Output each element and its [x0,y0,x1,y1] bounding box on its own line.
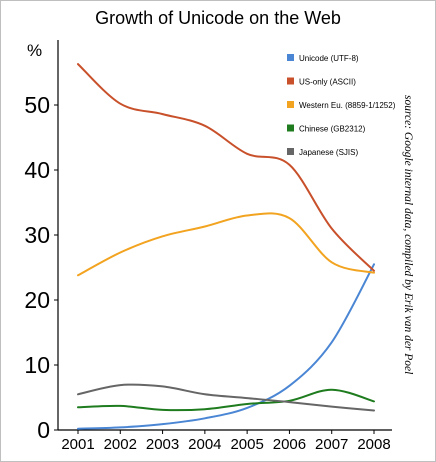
legend-label: Chinese (GB2312) [299,125,366,134]
legend: Unicode (UTF-8) US-only (ASCII) Western Eu… [287,54,396,157]
legend-label: US-only (ASCII) [299,78,356,87]
series-line-japanese-sjis [77,383,375,412]
series-line-chinese-gb2312 [77,388,375,412]
series-line-unicode-utf8 [77,263,375,430]
series-line-us-only-ascii [77,63,375,272]
x-tick-label: 2005 [230,436,263,453]
chart-title: Growth of Unicode on the Web [95,8,341,28]
x-tick-label: 2004 [188,436,221,453]
x-tick-label: 2001 [61,436,94,453]
y-tick-label: 10 [24,352,50,378]
y-tick-label: 0 [37,417,50,443]
legend-label: Western Eu. (8859-1/1252) [299,101,396,110]
x-tick-label: 2002 [104,436,137,453]
legend-swatch [287,148,294,155]
source-note: source: Google internal data, compiled b… [402,95,414,374]
series-line-western-eu [77,212,375,277]
y-axis-ticks: 0 10 20 30 40 50 [24,92,58,443]
series-lines [77,63,375,430]
legend-swatch [287,77,294,85]
y-tick-label: 50 [24,92,50,118]
x-tick-label: 2007 [315,436,348,453]
y-tick-label: 30 [24,222,50,248]
legend-swatch [287,124,294,132]
x-axis-ticks: 2001 2002 2003 2004 2005 2006 2007 2008 [61,430,391,453]
y-tick-label: 40 [24,157,50,183]
legend-swatch [287,54,294,61]
x-tick-label: 2008 [357,436,390,453]
y-axis-unit-label: % [27,41,42,60]
legend-label: Unicode (UTF-8) [299,54,359,63]
legend-label: Japanese (SJIS) [299,148,358,157]
y-tick-label: 20 [24,287,50,313]
x-tick-label: 2006 [273,436,306,453]
legend-swatch [287,101,294,108]
x-tick-label: 2003 [146,436,179,453]
